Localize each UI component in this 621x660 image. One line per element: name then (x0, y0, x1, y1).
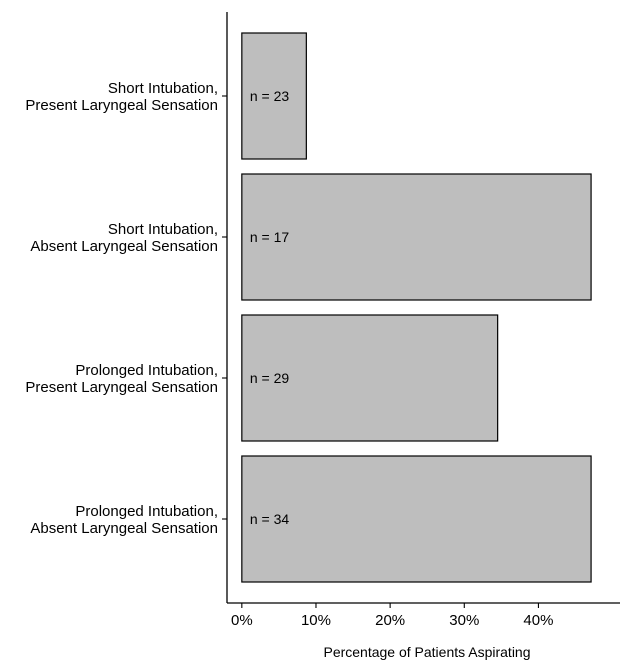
x-tick-label-40: 40% (523, 612, 553, 629)
bar-1 (241, 32, 307, 160)
bar-labels-group: n = 23 n = 17 n = 29 n = 34 (250, 88, 290, 527)
category-label-1: Short Intubation, Present Laryngeal Sensa… (25, 80, 218, 114)
x-tick-label-30: 30% (449, 612, 479, 629)
x-tick-label-20: 20% (375, 612, 405, 629)
bar-label-3: n = 29 (250, 370, 290, 386)
x-tick-label-0: 0% (231, 612, 253, 629)
bar-4 (241, 455, 592, 583)
category-label-4: Prolonged Intubation, Absent Laryngeal Se… (30, 503, 218, 537)
x-axis-title: Percentage of Patients Aspirating (323, 644, 530, 660)
category-label-2: Short Intubation, Absent Laryngeal Sensat… (30, 221, 218, 255)
bar-3 (241, 314, 499, 442)
bar-label-2: n = 17 (250, 229, 290, 245)
bar-label-1: n = 23 (250, 88, 290, 104)
bar-2 (241, 173, 592, 301)
bar-label-4: n = 34 (250, 511, 290, 527)
x-ticks-group: 0% 10% 20% 30% 40% (222, 95, 553, 629)
bars-group (241, 32, 592, 583)
category-labels-group: Short Intubation, Present Laryngeal Sensa… (25, 80, 218, 537)
category-label-3: Prolonged Intubation, Present Laryngeal S… (25, 362, 218, 396)
x-tick-label-10: 10% (301, 612, 331, 629)
